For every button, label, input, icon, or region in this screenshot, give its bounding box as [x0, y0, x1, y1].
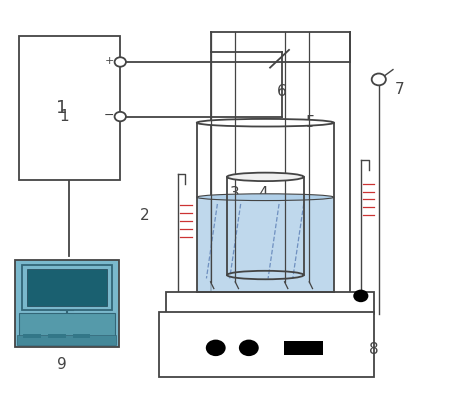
Ellipse shape	[227, 173, 304, 181]
Circle shape	[206, 340, 226, 356]
Bar	[18, 36, 120, 180]
Text: 1: 1	[60, 109, 69, 124]
Bar	[18, 313, 115, 344]
Polygon shape	[197, 197, 334, 292]
Circle shape	[372, 73, 386, 85]
Circle shape	[353, 290, 368, 302]
Text: 2: 2	[140, 208, 150, 223]
Text: +: +	[105, 56, 114, 66]
Text: 1: 1	[55, 99, 67, 117]
Bar	[15, 260, 119, 347]
Circle shape	[115, 112, 126, 121]
Bar	[159, 312, 374, 376]
Ellipse shape	[197, 194, 334, 201]
Text: 3: 3	[230, 186, 239, 201]
Bar	[22, 265, 112, 310]
Text: 5: 5	[305, 115, 315, 130]
Bar	[27, 269, 107, 306]
Text: 4: 4	[258, 186, 268, 201]
Bar	[48, 335, 66, 338]
Circle shape	[239, 340, 259, 356]
Bar	[284, 341, 323, 355]
Bar	[166, 292, 374, 314]
Text: 6: 6	[277, 84, 287, 99]
Text: 7: 7	[395, 82, 405, 97]
Text: −: −	[104, 109, 115, 122]
Text: 8: 8	[369, 342, 379, 357]
Bar	[73, 335, 91, 338]
Circle shape	[115, 57, 126, 67]
Bar	[23, 335, 41, 338]
Text: 9: 9	[57, 357, 67, 372]
Bar	[17, 335, 117, 345]
Ellipse shape	[197, 119, 334, 126]
